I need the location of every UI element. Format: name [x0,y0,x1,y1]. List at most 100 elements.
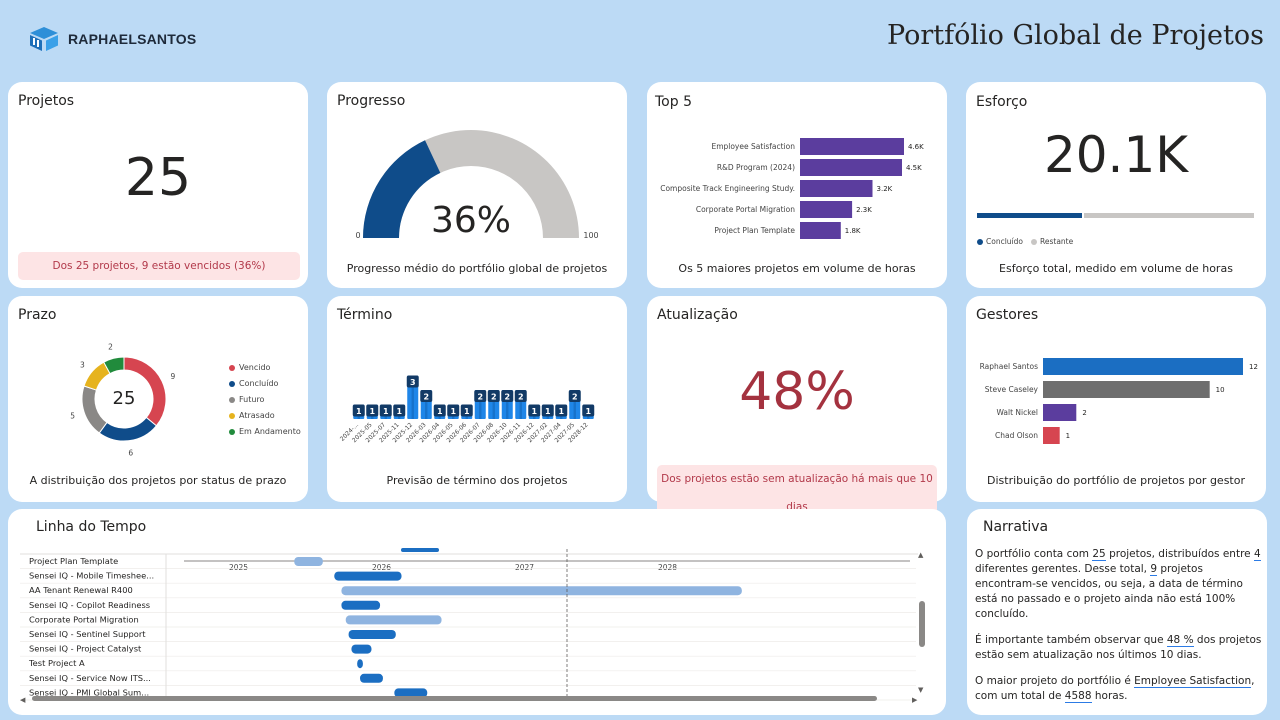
prazo-legend-item[interactable]: Concluído [229,379,301,388]
projetos-count: 25 [124,148,192,208]
atualizacao-card[interactable]: Atualização 48% Dos projetos estão sem a… [647,296,947,521]
termino-value-label: 2 [423,393,429,402]
timeline-bar[interactable] [341,600,381,610]
timeline-card[interactable]: Linha do Tempo 2025 2026 2027 2028 Project P… [8,509,946,715]
timeline-bar[interactable] [341,586,742,596]
termino-subtitle: Previsão de término dos projetos [386,474,568,487]
timeline-bar[interactable] [394,688,428,698]
termino-value-label: 1 [396,407,402,416]
termino-value-label: 2 [572,393,578,402]
esforco-subtitle: Esforço total, medido em volume de horas [999,262,1233,275]
timeline-row-label[interactable]: Sensei IQ - Sentinel Support [29,629,146,639]
timeline-row-label[interactable]: Test Project A [28,658,85,668]
timeline-horizontal-scrollbar[interactable] [32,696,877,701]
top5-value-label: 2.3K [856,206,872,214]
projetos-card[interactable]: Projetos 25 Dos 25 projetos, 9 estão ven… [8,82,308,288]
termino-bar-stripe [519,390,522,419]
gestores-bar[interactable] [1043,404,1077,421]
timeline-bar[interactable] [351,644,372,654]
prazo-card[interactable]: Prazo 9 6 5 3 2 25 Vencido Concluído Futuro Atr… [8,296,308,502]
termino-value-label: 1 [356,407,362,416]
prazo-slice[interactable] [103,356,125,375]
gestores-category-label: Steve Caseley [985,385,1039,394]
gestores-category-label: Walt Nickel [996,408,1038,417]
prazo-legend-item[interactable]: Em Andamento [229,427,301,436]
timeline-row-label[interactable]: Sensei IQ - Copilot Readiness [29,600,150,610]
timeline-row-label[interactable]: Sensei IQ - Project Catalyst [29,644,142,654]
timeline-bar[interactable] [294,557,323,566]
termino-value-label: 1 [464,407,470,416]
esforco-title: Esforço [976,94,1028,110]
brand-name: RAPHAELSANTOS [68,31,197,47]
timeline-bar[interactable] [348,630,396,639]
timeline-bar[interactable] [334,571,402,581]
termino-value-badge [352,404,365,417]
gauge-fill [363,140,441,238]
top5-bar[interactable] [800,222,841,239]
top5-bar[interactable] [800,138,904,155]
top5-category-label: Corporate Portal Migration [696,205,795,214]
prazo-legend-item[interactable]: Futuro [229,395,301,404]
timeline-row-label[interactable]: Sensei IQ - Service Now ITS... [29,673,151,683]
scroll-left-icon[interactable]: ◀ [20,696,26,704]
progress-gauge: 0 100 36% [355,130,599,241]
timeline-bar[interactable] [360,673,383,683]
timeline-gantt: 2025 2026 2027 2028 Project Plan Template Sen… [20,548,925,704]
top5-card[interactable]: Top 5 Employee Satisfaction 4.6K R&D Progr… [647,82,947,288]
timeline-bar-partial [401,548,439,552]
progresso-card[interactable]: Progresso 0 100 36% Progresso médio do p… [327,82,627,288]
cube-logo-icon [30,27,58,51]
legend-label: Futuro [239,395,265,404]
termino-value-badge [447,404,460,417]
gestores-category-label: Chad Olson [995,431,1038,440]
top5-bar[interactable] [800,180,873,197]
timeline-bar[interactable] [357,659,363,669]
narrativa-card[interactable]: Narrativa O portfólio conta com 25 proje… [967,509,1267,715]
termino-value-badge [582,404,595,417]
prazo-slice[interactable] [98,416,158,442]
timeline-year-label: 2026 [372,563,391,572]
atualizacao-title: Atualização [657,307,738,323]
gauge-max: 100 [583,231,598,240]
scroll-down-icon[interactable]: ▼ [918,686,924,694]
termino-value-badge [433,404,446,417]
gestores-card[interactable]: Gestores Raphael Santos 12 Steve Caseley 10… [966,296,1266,502]
gestores-bar[interactable] [1043,427,1060,444]
gauge-min: 0 [355,231,360,240]
timeline-row-label[interactable]: Project Plan Template [29,556,118,566]
timeline-bar[interactable] [345,615,442,625]
projetos-title: Projetos [18,93,75,109]
termino-value-label: 2 [491,393,497,402]
termino-value-label: 1 [585,407,591,416]
legend-dot [229,380,235,387]
timeline-vertical-scrollbar[interactable] [919,601,925,647]
top5-bar[interactable] [800,159,902,176]
scroll-up-icon[interactable]: ▲ [918,551,924,559]
prazo-slice-label: 9 [170,372,175,381]
top5-category-label: R&D Program (2024) [717,163,795,172]
prazo-slice-label: 5 [70,412,75,421]
timeline-row-label[interactable]: Sensei IQ - Mobile Timeshee... [29,571,154,581]
top5-value-label: 4.5K [906,164,922,172]
scroll-right-icon[interactable]: ▶ [912,696,918,704]
timeline-row-label[interactable]: Corporate Portal Migration [29,614,139,624]
narrativa-title: Narrativa [983,519,1049,535]
termino-title: Término [337,307,393,323]
timeline-row-label[interactable]: AA Tenant Renewal R400 [29,585,133,595]
prazo-legend-item[interactable]: Atrasado [229,411,301,420]
timeline-row-label[interactable]: Sensei IQ - PMI Global Sum... [29,687,149,697]
legend-dot [229,396,235,403]
legend-label: Em Andamento [239,427,301,436]
legend-dot [229,428,235,435]
gestores-bar[interactable] [1043,381,1210,398]
gestores-bar[interactable] [1043,358,1243,375]
esforco-card[interactable]: Esforço 20.1K Concluído Restante Esforço… [966,82,1266,288]
termino-bar-stripe [573,390,576,419]
termino-value-badge [514,390,527,402]
termino-card[interactable]: Término 1 2024-... 1 2025-05 1 2025-07 1 2025-1… [327,296,627,502]
top5-bar[interactable] [800,201,853,218]
esforco-bar [977,213,1254,218]
termino-value-label: 2 [477,393,483,402]
prazo-legend-item[interactable]: Vencido [229,363,301,372]
legend-dot-restante [1030,238,1037,245]
